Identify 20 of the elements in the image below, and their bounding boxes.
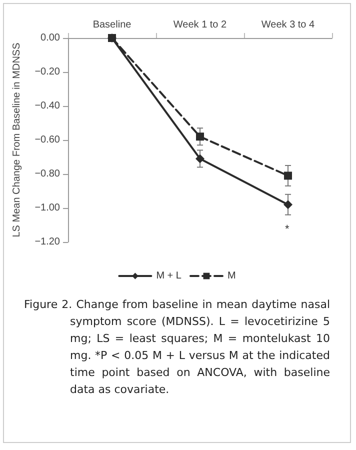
- legend-label: M: [227, 270, 236, 282]
- y-tick-label: −1.20: [34, 236, 60, 248]
- y-tick-label: −0.40: [34, 100, 60, 112]
- y-axis-title: LS Mean Change From Baseline in MDNSS: [12, 42, 22, 238]
- x-tick-label: Week 3 to 4: [261, 20, 316, 30]
- y-tick-label: −1.00: [34, 202, 60, 214]
- x-tick-label: Baseline: [92, 20, 132, 30]
- y-tick-label: −0.20: [34, 66, 60, 78]
- y-tick-label: −0.60: [34, 134, 60, 146]
- legend-label: M + L: [156, 270, 182, 282]
- y-tick-label: −0.80: [34, 168, 60, 180]
- annotation: *: [285, 224, 290, 236]
- x-tick-label: Week 1 to 2: [173, 20, 228, 30]
- point: [196, 132, 204, 141]
- point: [108, 34, 116, 42]
- point: [196, 154, 204, 164]
- y-tick-label: 0.00: [40, 32, 60, 44]
- caption: Figure 2. Change from baseline in mean daytime nasal symptom score (MDNSS). L = levocetirizine 5 mg; LS = least squares; M = montelukast 10 mg. *P < 0.05 M + L versus M at the indicated time point based on ANCOVA, with baseline data as covariate.: [24, 297, 330, 398]
- point: [284, 200, 292, 210]
- point: [284, 172, 292, 180]
